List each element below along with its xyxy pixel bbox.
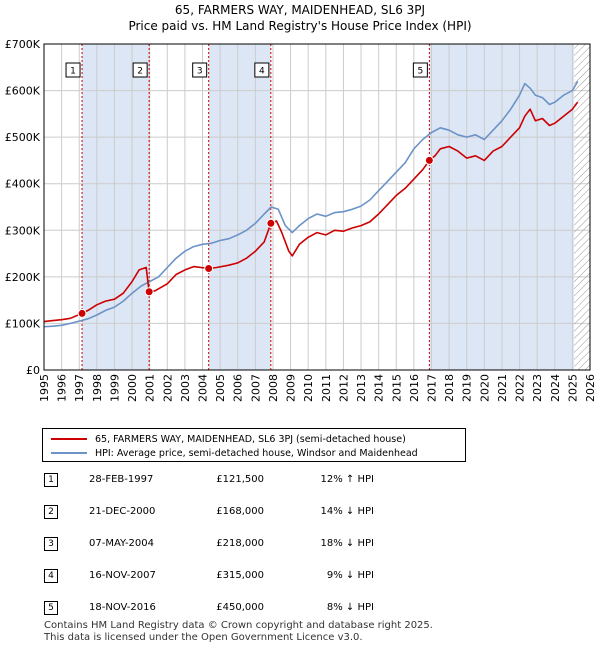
transaction-price: £450,000 (216, 602, 264, 613)
x-tick-label: 2025 (566, 374, 579, 402)
x-tick-label: 2002 (161, 374, 174, 402)
transaction-date: 21-DEC-2000 (89, 506, 156, 517)
forecast-region (574, 44, 590, 370)
transaction-hpi: 14% ↓ HPI (320, 506, 374, 517)
price-chart: 65, FARMERS WAY, MAIDENHEAD, SL6 3PJ Pri… (5, 3, 597, 402)
x-tick-label: 2011 (320, 374, 333, 402)
table-row: 4 16-NOV-2007 £315,000 9% ↓ HPI (44, 569, 424, 587)
x-tick-label: 1997 (73, 374, 86, 402)
transaction-hpi: 9% ↓ HPI (326, 570, 374, 581)
series-line-property (43, 101, 579, 323)
sale-marker-box (192, 62, 208, 78)
x-tick-label: 2008 (267, 374, 280, 402)
footer-note: Contains HM Land Registry data © Crown c… (44, 620, 433, 644)
chart-legend: 65, FARMERS WAY, MAIDENHEAD, SL6 3PJ (se… (42, 428, 466, 462)
sale-marker-box (254, 62, 270, 78)
chart-subtitle: Price paid vs. HM Land Registry's House … (128, 19, 471, 33)
x-tick-label: 2006 (232, 374, 245, 402)
transaction-date: 28-FEB-1997 (89, 474, 154, 485)
x-tick-label: 2013 (355, 374, 368, 402)
y-tick-label: £500K (5, 131, 41, 144)
table-row: 2 21-DEC-2000 £168,000 14% ↓ HPI (44, 505, 424, 523)
transaction-price: £168,000 (216, 506, 264, 517)
transaction-date: 18-NOV-2016 (89, 602, 156, 613)
sale-marker-box (65, 62, 81, 78)
x-tick-label: 2010 (302, 374, 315, 402)
footer-line-licence: This data is licensed under the Open Gov… (44, 632, 363, 643)
ownership-band (82, 44, 150, 370)
chart-title: 65, FARMERS WAY, MAIDENHEAD, SL6 3PJ (175, 3, 425, 17)
sale-marker-label: 3 (197, 67, 203, 77)
sale-marker-label: 4 (259, 67, 265, 77)
transaction-number: 3 (44, 537, 58, 551)
x-tick-label: 2005 (214, 374, 227, 402)
legend-item-property: 65, FARMERS WAY, MAIDENHEAD, SL6 3PJ (se… (51, 432, 406, 446)
transaction-hpi: 12% ↑ HPI (320, 474, 374, 485)
sale-marker-label: 5 (418, 67, 424, 77)
transaction-number: 5 (44, 601, 58, 615)
transaction-hpi: 8% ↓ HPI (326, 602, 374, 613)
transaction-number: 1 (44, 473, 58, 487)
y-tick-label: £300K (5, 224, 41, 237)
sale-marker-label: 2 (137, 67, 143, 77)
transaction-price: £315,000 (216, 570, 264, 581)
x-tick-label: 2004 (197, 374, 210, 402)
x-tick-label: 2009 (285, 374, 298, 402)
sale-point (266, 218, 276, 228)
x-tick-label: 2001 (144, 374, 157, 402)
y-tick-label: £400K (5, 178, 41, 191)
x-tick-label: 2018 (443, 374, 456, 402)
sale-point (144, 287, 154, 297)
transaction-number: 4 (44, 569, 58, 583)
x-tick-label: 2000 (126, 374, 139, 402)
x-tick-label: 2019 (461, 374, 474, 402)
y-tick-label: £100K (5, 317, 41, 330)
sale-marker-label: 1 (70, 67, 76, 77)
legend-label-hpi: HPI: Average price, semi-detached house,… (95, 447, 418, 459)
x-tick-label: 1998 (91, 374, 104, 402)
x-tick-label: 1995 (38, 374, 51, 402)
x-tick-label: 1999 (108, 374, 121, 402)
sale-point (77, 308, 87, 318)
transaction-number: 2 (44, 505, 58, 519)
legend-swatch-red (51, 438, 87, 440)
transaction-date: 16-NOV-2007 (89, 570, 156, 581)
transaction-date: 07-MAY-2004 (89, 538, 155, 549)
plot-frame (43, 43, 591, 371)
sale-point (424, 155, 434, 165)
x-tick-label: 2020 (478, 374, 491, 402)
x-tick-label: 2023 (531, 374, 544, 402)
legend-label-property: 65, FARMERS WAY, MAIDENHEAD, SL6 3PJ (se… (95, 433, 406, 445)
y-tick-label: £600K (5, 85, 41, 98)
x-tick-label: 2017 (425, 374, 438, 402)
x-tick-label: 2003 (179, 374, 192, 402)
x-tick-label: 2015 (390, 374, 403, 402)
x-tick-label: 2012 (337, 374, 350, 402)
y-tick-label: £200K (5, 271, 41, 284)
table-row: 3 07-MAY-2004 £218,000 18% ↓ HPI (44, 537, 424, 555)
sale-marker-box (412, 62, 428, 78)
x-tick-label: 2016 (408, 374, 421, 402)
x-tick-label: 2026 (584, 374, 597, 402)
table-row: 5 18-NOV-2016 £450,000 8% ↓ HPI (44, 601, 424, 619)
transaction-price: £218,000 (216, 538, 264, 549)
series-line-hpi (43, 80, 579, 328)
sale-point (204, 263, 214, 273)
sale-marker-box (132, 62, 148, 78)
x-tick-label: 2024 (549, 374, 562, 402)
y-tick-label: £0 (26, 364, 40, 377)
legend-item-hpi: HPI: Average price, semi-detached house,… (51, 446, 418, 460)
x-tick-label: 2007 (249, 374, 262, 402)
x-tick-label: 2022 (514, 374, 527, 402)
y-tick-label: £700K (5, 38, 41, 51)
legend-swatch-blue (51, 452, 87, 454)
footer-line-copyright: Contains HM Land Registry data © Crown c… (44, 620, 433, 631)
table-row: 1 28-FEB-1997 £121,500 12% ↑ HPI (44, 473, 424, 491)
x-tick-label: 1996 (56, 374, 69, 402)
ownership-band (208, 44, 271, 370)
transaction-price: £121,500 (216, 474, 264, 485)
x-tick-label: 2021 (496, 374, 509, 402)
transaction-hpi: 18% ↓ HPI (320, 538, 374, 549)
x-tick-label: 2014 (373, 374, 386, 402)
